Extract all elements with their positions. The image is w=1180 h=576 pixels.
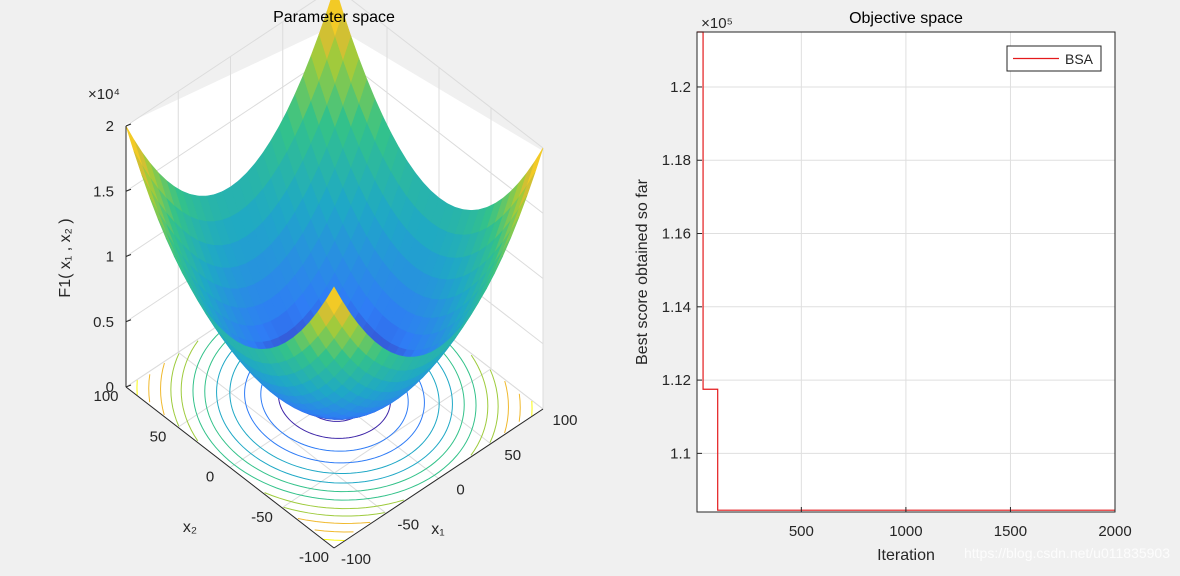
y-tick-label: 1.12 (662, 372, 691, 389)
legend-label-bsa: BSA (1065, 51, 1094, 67)
z-tick-label: 0.5 (93, 314, 114, 331)
surface-title: Parameter space (273, 9, 395, 26)
z-tick-label: 1 (106, 249, 114, 266)
y-tick-label: 1.18 (662, 152, 691, 169)
x-tick-label: 1000 (889, 523, 922, 540)
x2-tick-label: 0 (206, 469, 214, 486)
objective-x-label: Iteration (877, 547, 935, 564)
objective-y-label: Best score obtained so far (634, 178, 651, 365)
x-tick-label: 500 (789, 523, 814, 540)
y-tick-label: 1.2 (670, 79, 691, 96)
legend: BSA (1007, 46, 1101, 71)
x-tick-label: 2000 (1098, 523, 1131, 540)
objective-title: Objective space (849, 10, 963, 27)
y-tick-label: 1.14 (662, 299, 691, 316)
x2-tick-label: 100 (93, 388, 118, 405)
y-tick-label: 1.1 (670, 445, 691, 462)
z-axis-label: F1( x₁ , x₂ ) (57, 218, 74, 297)
x1-tick-label: -50 (397, 516, 419, 533)
watermark-text: https://blog.csdn.net/u011835903 (964, 545, 1170, 561)
x-axis-label-x1: x₁ (431, 521, 444, 538)
x1-tick-label: -100 (341, 551, 371, 568)
z-tick-label: 1.5 (93, 183, 114, 200)
y-exponent-label: ×10⁵ (701, 15, 733, 32)
y-tick-label: 1.16 (662, 226, 691, 243)
y-axis-label-x2: x₂ (183, 519, 197, 536)
z-exponent-label: ×10⁴ (88, 86, 120, 103)
x2-tick-label: -50 (251, 509, 273, 526)
x1-tick-label: 50 (504, 447, 521, 464)
x1-tick-label: 0 (456, 482, 464, 499)
convergence-axes: 500 1000 1500 2000 1.1 1.12 1.14 1.16 1.18 1.2 Ob… (634, 10, 1170, 564)
z-tick-label: 2 (106, 118, 114, 135)
x-tick-label: 1500 (994, 523, 1027, 540)
x2-tick-label: -100 (299, 549, 329, 566)
x2-tick-label: 50 (150, 428, 167, 445)
x1-tick-label: 100 (552, 412, 577, 429)
